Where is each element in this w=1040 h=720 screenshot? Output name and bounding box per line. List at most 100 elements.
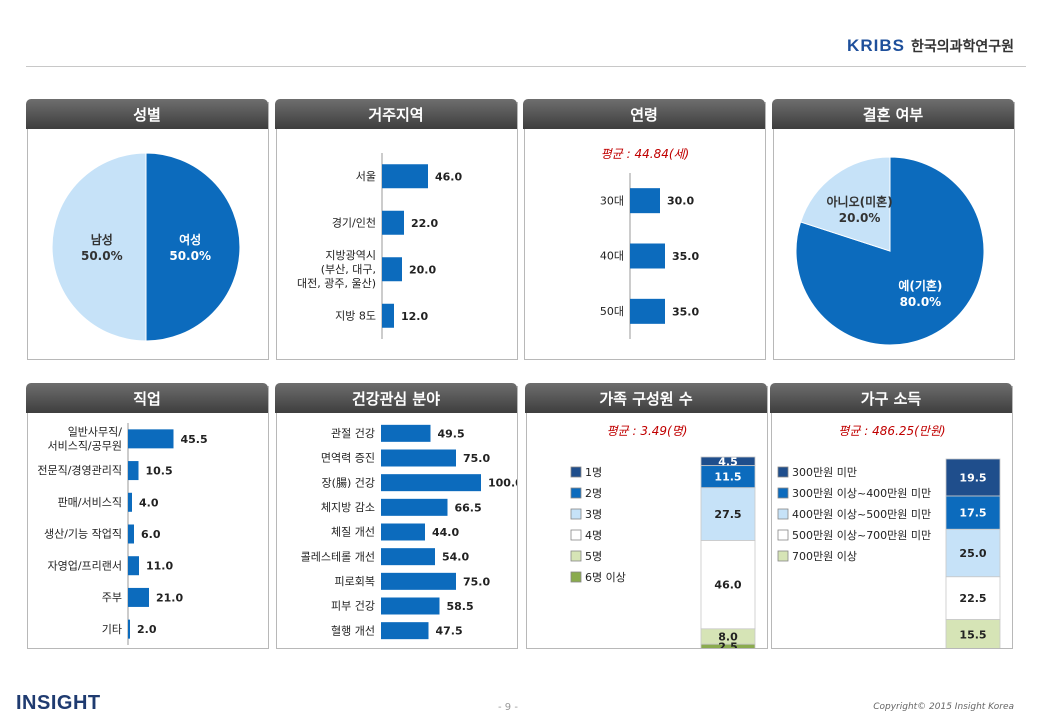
category-label: 혈행 개선 [331, 623, 375, 637]
data-label: 10.5 [146, 465, 173, 478]
bar [128, 524, 134, 544]
bar [381, 597, 440, 615]
stack-segment [945, 528, 1001, 578]
pie-slice [799, 156, 891, 252]
bar [128, 619, 130, 639]
panel-health-interest: 건강관심 분야 49.5 관절 건강 75.0 면역력 증진 100.0 장(腸) 건강 6… [275, 383, 518, 649]
data-label: 35.0 [672, 250, 699, 263]
category-label: 지방 8도 [335, 309, 376, 322]
legend-label: 1명 [585, 466, 602, 479]
legend-label: 400만원 이상~500만원 미만 [792, 508, 931, 521]
category-label: 생산/기능 작업직 [44, 528, 122, 541]
segment-label: 46.0 [714, 579, 741, 592]
segment-label: 2.5 [718, 641, 738, 648]
bar [128, 556, 139, 576]
legend-swatch [570, 466, 582, 478]
category-label: 체질 개선 [331, 526, 375, 539]
kribs-logo-mark: KRIBS [847, 36, 905, 55]
panel-title: 가구 소득 [770, 383, 1012, 413]
category-label: 자영업/프리랜서 [47, 559, 122, 572]
legend-label: 2명 [585, 487, 602, 500]
chart-subtitle: 평균 : 486.25(만원) [838, 424, 945, 438]
bar [128, 461, 139, 481]
bar [381, 572, 456, 590]
legend-swatch [570, 487, 582, 499]
marriage-pie-chart: 예(기혼) 80.0% 아니오(미혼) 20.0% [795, 156, 985, 346]
category-label: 주부 [102, 591, 122, 604]
data-label: 49.5 [438, 427, 465, 440]
category-label: 50대 [600, 305, 624, 318]
bar [382, 303, 394, 328]
data-label: 58.5 [447, 600, 474, 613]
data-label: 44.0 [432, 526, 459, 539]
pie-slice [51, 152, 147, 342]
bar [382, 257, 402, 282]
category-label: 40대 [600, 250, 624, 263]
category-label: 판매/서비스직 [58, 496, 122, 509]
stack-segment [700, 540, 756, 630]
bar [381, 622, 429, 640]
segment-label: 4.5 [718, 455, 738, 468]
data-label: 6.0 [141, 528, 161, 541]
legend-label: 3명 [585, 508, 602, 521]
legend-label: 5명 [585, 550, 602, 563]
data-label: 66.5 [455, 501, 482, 514]
segment-label: 8.0 [718, 631, 738, 644]
data-label: 75.0 [463, 575, 490, 588]
occupation-bar-chart: 45.5 일반사무직/서비스직/공무원 10.5 전문직/경영관리직 4.0 판매/서비스… [37, 423, 208, 645]
chart-subtitle: 평균 : 3.49(명) [607, 424, 688, 438]
bar [381, 523, 425, 541]
category-label: 30대 [600, 194, 624, 207]
data-label: 30.0 [667, 195, 694, 208]
bar [381, 548, 435, 566]
data-label: 75.0 [463, 452, 490, 465]
region-bar-chart: 46.0 서울 22.0 경기/인천 20.0 지방광역시 (부산, 대구, 대전, 광주, … [297, 153, 462, 339]
legend-swatch [777, 508, 789, 520]
legend-swatch [777, 466, 789, 478]
category-label: 관절 건강 [331, 427, 375, 440]
bar [381, 449, 456, 467]
pie-slice [145, 152, 241, 342]
category-label: 장(腸) 건강 [322, 476, 375, 489]
household-income-stacked-chart: 평균 : 486.25(만원) 19.5 300만원 미만 17.5 300만원 이상~… [777, 424, 1001, 648]
age-bar-chart: 평균 : 44.84(세) 30.0 30대 35.0 40대 35.0 50대 [600, 147, 699, 339]
data-label: 21.0 [156, 591, 183, 604]
panel-title: 직업 [26, 383, 268, 413]
page-number: - 9 - [498, 702, 518, 713]
legend-swatch [570, 571, 582, 583]
panel-gender: 성별 여성 50.0% 남성 50.0% [26, 99, 269, 360]
data-label: 2.0 [137, 623, 157, 636]
org-name: 한국의과학연구원 [910, 39, 1014, 55]
legend-label: 700만원 이상 [792, 550, 857, 563]
stack-segment [945, 576, 1001, 620]
pie-slice-value: 20.0% [839, 211, 881, 225]
legend-swatch [777, 550, 789, 562]
bar [630, 188, 660, 214]
panel-title: 건강관심 분야 [275, 383, 517, 413]
data-label: 20.0 [409, 263, 436, 276]
legend-swatch [570, 550, 582, 562]
insight-logo: INSIGHT [16, 692, 101, 714]
panel-title: 성별 [26, 99, 268, 129]
pie-slice-label: 남성 [91, 232, 113, 247]
panel-marriage: 결혼 여부 예(기혼) 80.0% 아니오(미혼) 20.0% [772, 99, 1015, 360]
data-label: 35.0 [672, 305, 699, 318]
bar [382, 164, 428, 189]
legend-swatch [570, 508, 582, 520]
category-label: 피부 건강 [331, 600, 375, 613]
category-label: 지방광역시 (부산, 대구, 대전, 광주, 울산) [297, 249, 376, 290]
panel-title: 가족 구성원 수 [525, 383, 767, 413]
legend-label: 300만원 이상~400만원 미만 [792, 487, 931, 500]
data-label: 54.0 [442, 551, 469, 564]
category-label: 서울 [356, 170, 376, 183]
category-label: 일반사무직/서비스직/공무원 [47, 425, 122, 453]
category-label: 피로회복 [335, 575, 375, 588]
pie-slice-label: 아니오(미혼) [827, 194, 893, 209]
gender-pie-chart: 여성 50.0% 남성 50.0% [51, 152, 241, 342]
pie-slice-label: 여성 [179, 232, 201, 247]
bar [382, 210, 404, 235]
legend-label: 300만원 미만 [792, 466, 857, 479]
legend-swatch [777, 487, 789, 499]
panel-occupation: 직업 45.5 일반사무직/서비스직/공무원 10.5 전문직/경영관리직 4.0 판매/… [26, 383, 269, 649]
legend-label: 500만원 이상~700만원 미만 [792, 529, 931, 542]
